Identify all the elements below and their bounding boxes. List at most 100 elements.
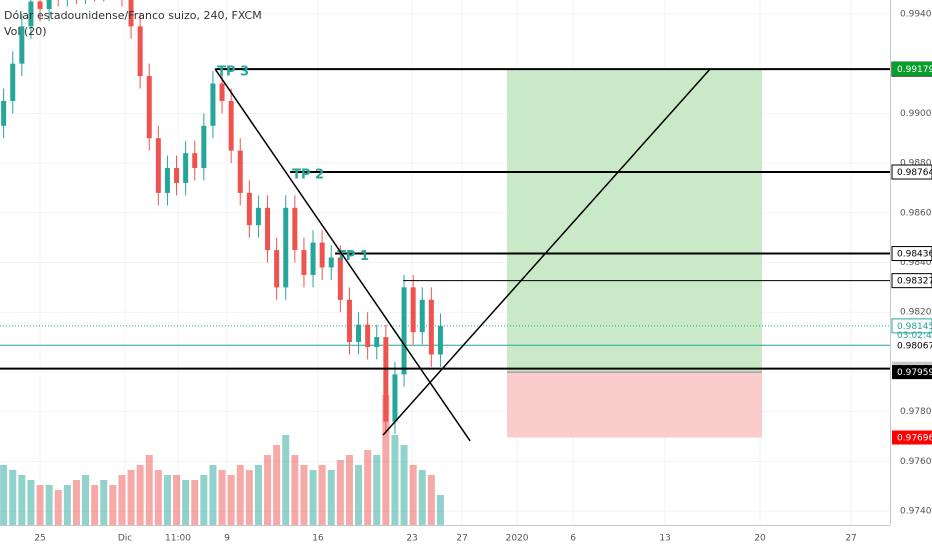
candle-body: [210, 83, 216, 126]
price-label-box: [891, 246, 932, 262]
volume-bar: [173, 475, 181, 525]
volume-bar: [345, 455, 353, 525]
candle-body: [401, 287, 407, 375]
volume-bar: [355, 465, 363, 525]
level-label: TP 2: [292, 168, 324, 183]
x-tick-label: 9: [224, 534, 230, 544]
candle-body: [128, 0, 134, 27]
volume-bar: [291, 455, 299, 525]
candle-body: [1, 100, 7, 126]
price-label: 0.98067: [897, 341, 932, 351]
volume-bar: [0, 465, 8, 525]
volume-bar: [282, 435, 290, 525]
price-label-box: [891, 318, 932, 334]
volume-bar: [264, 455, 272, 525]
candle-body: [265, 207, 271, 251]
candle-body: [292, 207, 298, 251]
x-tick-label: 25: [34, 534, 45, 544]
candle-body: [283, 207, 289, 288]
candle-body: [410, 287, 416, 333]
volume-bar: [436, 495, 444, 525]
price-label-box: [892, 430, 932, 445]
x-tick-label: 20: [754, 534, 766, 544]
price-label-box: [891, 164, 932, 180]
candle-body: [37, 1, 43, 9]
volume-bar: [391, 435, 399, 525]
volume-bar: [273, 445, 281, 525]
volume-bar: [191, 480, 199, 525]
volume-bar: [100, 480, 108, 525]
x-tick-label: 13: [659, 534, 670, 544]
volume-bar: [254, 465, 262, 525]
volume-bar: [245, 470, 253, 525]
volume-bar: [336, 460, 344, 525]
volume-bar: [36, 485, 44, 525]
volume-bar: [400, 445, 408, 525]
countdown: 03:02:43: [897, 331, 932, 341]
price-label: 0.99179: [897, 65, 932, 75]
price-label-box: [891, 273, 932, 289]
volume-bar: [145, 455, 153, 525]
candle-body: [428, 299, 434, 355]
candle-body: [237, 150, 243, 193]
volume-bar: [300, 465, 308, 525]
volume-bar: [200, 475, 208, 525]
volume-bar: [418, 470, 426, 525]
x-tick-label: 2020: [506, 534, 529, 544]
candle-body: [255, 207, 261, 226]
trend-line: [382, 68, 711, 436]
candle-body: [201, 125, 207, 169]
candle-body: [310, 242, 316, 275]
level-label: TP 1: [337, 249, 369, 264]
volume-bar: [182, 480, 190, 525]
chart-subtitle: Vol (20): [4, 25, 47, 38]
volume-bar: [27, 480, 35, 525]
candle-body: [246, 192, 252, 226]
candle-body: [183, 153, 189, 183]
price-label: 0.98327: [897, 277, 932, 287]
volume-bar: [18, 475, 26, 525]
volume-bar: [382, 395, 390, 525]
volume-bar: [163, 475, 171, 525]
volume-bar: [236, 465, 244, 525]
candle-body: [155, 138, 161, 193]
volume-bar: [9, 470, 17, 525]
price-label-box: [892, 338, 932, 353]
loss-zone: [507, 372, 763, 438]
volume-bar: [72, 480, 80, 525]
price-label: 0.97959: [897, 368, 932, 378]
candle-body: [174, 168, 180, 183]
price-label: 0.98764: [897, 168, 932, 178]
price-label: 0.98436: [897, 250, 932, 260]
volume-bar: [218, 470, 226, 525]
volume-bar: [318, 465, 326, 525]
volume-bar: [373, 455, 381, 525]
x-tick-label: 23: [406, 534, 417, 544]
volume-bar: [118, 475, 126, 525]
candle-body: [437, 325, 443, 355]
x-tick-label: 6: [570, 534, 576, 544]
trend-line: [214, 68, 471, 442]
candle-body: [356, 324, 362, 343]
candle-body: [337, 257, 343, 300]
volume-bar: [136, 465, 144, 525]
candle-body: [137, 26, 143, 77]
y-tick-label: 0.97400: [900, 507, 932, 517]
candle-body: [228, 100, 234, 151]
candle-body: [392, 374, 398, 422]
level-label: TP 3: [217, 65, 249, 80]
volume-bar: [427, 475, 435, 525]
x-tick-label: 16: [312, 534, 324, 544]
volume-bar: [327, 470, 335, 525]
candle-body: [10, 63, 16, 101]
candle-body: [192, 153, 198, 169]
x-tick-label: 27: [456, 534, 467, 544]
volume-bar: [364, 450, 372, 525]
